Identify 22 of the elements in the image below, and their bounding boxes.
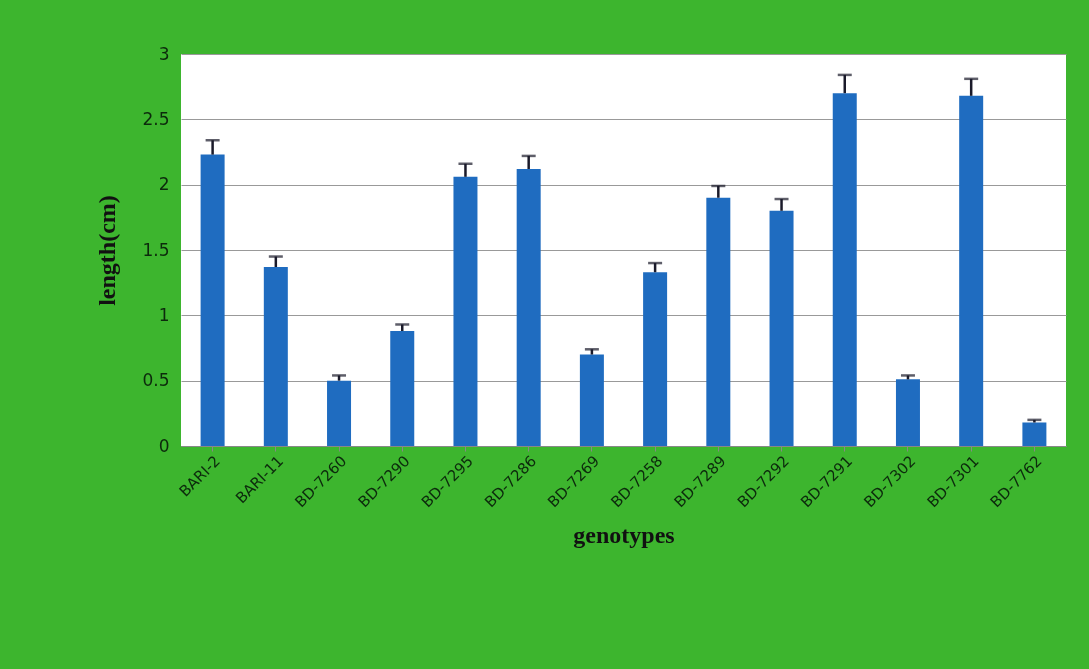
y-tick-label: 2	[158, 174, 170, 195]
bar	[453, 176, 478, 446]
bar	[200, 154, 225, 446]
y-axis-title: length(cm)	[94, 195, 121, 306]
y-tick-label: 2.5	[142, 108, 170, 129]
y-tick-label: 0	[158, 435, 170, 456]
bar	[390, 331, 415, 446]
bar	[959, 95, 984, 446]
x-axis-title: genotypes	[573, 522, 675, 549]
bar	[706, 197, 731, 446]
bar	[832, 93, 857, 446]
bar	[263, 266, 288, 446]
bar	[769, 210, 794, 446]
bar	[579, 354, 604, 446]
bar	[1022, 422, 1047, 446]
y-tick-label: 3	[158, 43, 170, 64]
y-tick-label: 1.5	[142, 239, 170, 260]
y-tick-label: 0.5	[142, 370, 170, 391]
bar	[516, 168, 541, 446]
bar	[327, 380, 352, 446]
bar	[643, 272, 668, 446]
y-tick-label: 1	[158, 304, 170, 325]
